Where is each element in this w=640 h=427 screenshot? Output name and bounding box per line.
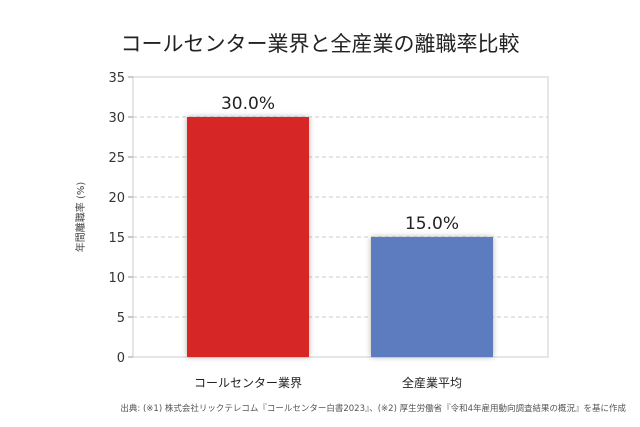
y-tick-label: 15: [108, 231, 125, 246]
source-note: 出典: (※1) 株式会社リックテレコム『コールセンター白書2023』、(※2)…: [120, 404, 626, 414]
y-axis-label: 年間離職率 (%): [74, 182, 87, 253]
bar: [371, 237, 493, 357]
chart-title: コールセンター業界と全産業の離職率比較: [120, 32, 520, 56]
y-tick-label: 20: [108, 191, 125, 206]
x-tick-label: 全産業平均: [402, 375, 462, 390]
y-tick-label: 35: [108, 71, 125, 86]
y-tick-label: 25: [108, 151, 125, 166]
y-tick-label: 0: [117, 351, 125, 366]
y-tick-label: 5: [117, 311, 125, 326]
y-tick-label: 10: [108, 271, 125, 286]
data-label: 15.0%: [405, 214, 459, 234]
data-label: 30.0%: [221, 94, 275, 114]
y-tick-label: 30: [108, 111, 125, 126]
x-tick-label: コールセンター業界: [194, 376, 302, 390]
bar: [187, 117, 309, 357]
plot-frame: [132, 76, 549, 358]
